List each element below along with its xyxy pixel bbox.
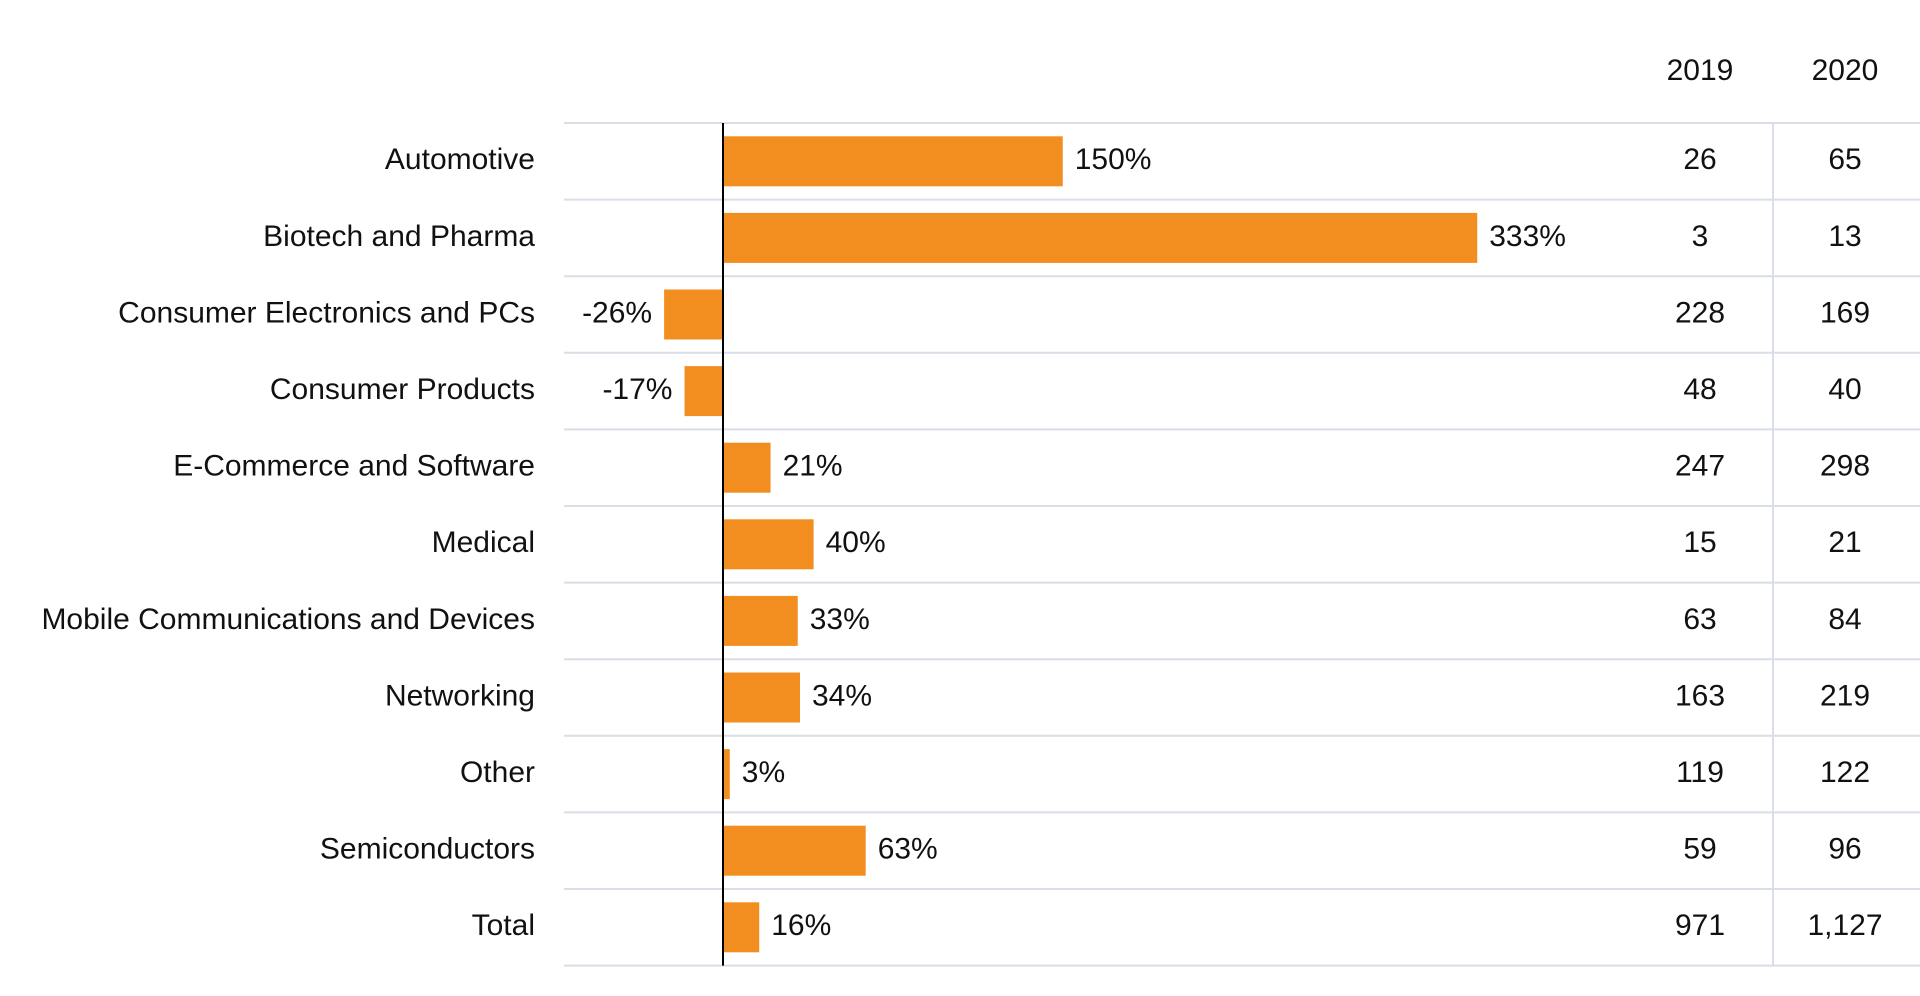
column-header-2019: 2019	[1667, 54, 1734, 87]
cell-2019-total: 971	[1675, 909, 1725, 942]
category-label-total: Total	[472, 909, 535, 942]
bar-consumer-electronics-and-pcs	[664, 290, 723, 340]
bar-consumer-products	[684, 366, 723, 416]
category-label-medical: Medical	[432, 526, 535, 559]
category-label-other: Other	[460, 756, 535, 789]
bar-medical	[723, 519, 814, 569]
cell-2019-biotech-and-pharma: 3	[1692, 220, 1709, 253]
bar-label-automotive: 150%	[1075, 143, 1152, 176]
cell-2020-biotech-and-pharma: 13	[1828, 220, 1861, 253]
bar-semiconductors	[723, 826, 866, 876]
bar-label-other: 3%	[742, 756, 785, 789]
bar-other	[723, 749, 730, 799]
category-labels: Automotive Biotech and Pharma Consumer Ele…	[41, 143, 535, 942]
bar-label-medical: 40%	[826, 526, 886, 559]
category-label-e-commerce-and-software: E-Commerce and Software	[173, 450, 535, 483]
bar-label-biotech-and-pharma: 333%	[1489, 220, 1566, 253]
category-label-biotech-and-pharma: Biotech and Pharma	[263, 220, 535, 253]
bar-label-e-commerce-and-software: 21%	[783, 450, 843, 483]
cell-2019-e-commerce-and-software: 247	[1675, 450, 1725, 483]
bar-total	[723, 902, 759, 952]
category-label-semiconductors: Semiconductors	[320, 833, 535, 866]
bar-label-consumer-electronics-and-pcs: -26%	[582, 296, 652, 329]
category-label-mobile-communications-and-devices: Mobile Communications and Devices	[41, 603, 535, 636]
cell-2020-semiconductors: 96	[1828, 833, 1861, 866]
category-label-consumer-electronics-and-pcs: Consumer Electronics and PCs	[118, 296, 535, 329]
cell-2019-semiconductors: 59	[1683, 833, 1716, 866]
bar-label-total: 16%	[771, 909, 831, 942]
cell-2019-medical: 15	[1683, 526, 1716, 559]
column-headers: 2019 2020	[1667, 54, 1879, 87]
cell-2020-networking: 219	[1820, 679, 1870, 712]
cell-2020-other: 122	[1820, 756, 1870, 789]
cell-2020-medical: 21	[1828, 526, 1861, 559]
cell-2020-e-commerce-and-software: 298	[1820, 450, 1870, 483]
bar-mobile-communications-and-devices	[723, 596, 798, 646]
bar-label-networking: 34%	[812, 679, 872, 712]
cell-2020-mobile-communications-and-devices: 84	[1828, 603, 1861, 636]
column-header-2020: 2020	[1812, 54, 1879, 87]
cell-2019-other: 119	[1676, 756, 1724, 789]
category-label-automotive: Automotive	[385, 143, 535, 176]
category-label-networking: Networking	[385, 679, 535, 712]
cell-2019-consumer-electronics-and-pcs: 228	[1675, 296, 1725, 329]
cell-2019-automotive: 26	[1683, 143, 1716, 176]
cell-2020-consumer-electronics-and-pcs: 169	[1820, 296, 1870, 329]
bar-networking	[723, 673, 800, 723]
cell-2019-networking: 163	[1675, 679, 1725, 712]
cell-2020-consumer-products: 40	[1828, 373, 1861, 406]
bar-label-semiconductors: 63%	[878, 833, 938, 866]
table-cells: 26 65 3 13 228 169 48 40 247 298 15 21 63 84 163 219 119…	[1675, 143, 1883, 942]
bar-automotive	[723, 136, 1063, 186]
bar-e-commerce-and-software	[723, 443, 771, 493]
cell-2020-automotive: 65	[1828, 143, 1861, 176]
bars	[664, 136, 1477, 952]
bar-label-mobile-communications-and-devices: 33%	[810, 603, 870, 636]
bar-label-consumer-products: -17%	[602, 373, 672, 406]
cell-2019-mobile-communications-and-devices: 63	[1683, 603, 1716, 636]
cell-2019-consumer-products: 48	[1683, 373, 1716, 406]
category-label-consumer-products: Consumer Products	[270, 373, 535, 406]
cell-2020-total: 1,127	[1807, 909, 1882, 942]
bar-biotech-and-pharma	[723, 213, 1477, 263]
